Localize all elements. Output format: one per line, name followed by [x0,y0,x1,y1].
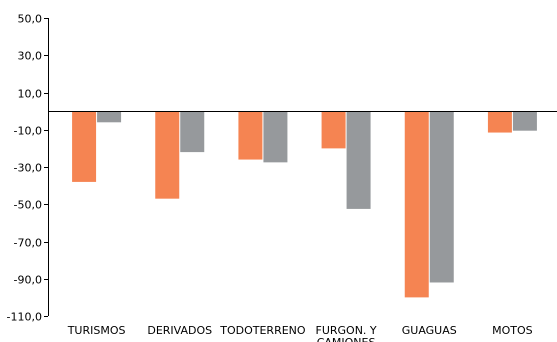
x-category-label: TURISMOS [67,324,126,337]
x-axis-labels: TURISMOS DERIVADOS TODOTERRENO FURGON. YCAM… [67,324,533,342]
bar-derivados-series-1 [155,111,180,199]
y-tick-label: 10,0 [18,88,43,101]
y-tick-label: 30,0 [18,50,43,63]
y-tick-label: -30,0 [14,162,42,175]
y-tick-label: -70,0 [14,237,42,250]
x-category-label: FURGON. YCAMIONES [316,324,377,342]
bar-turismos-series-2 [97,111,122,123]
bar-todoterreno-series-2 [263,111,288,163]
y-axis: 50,0 30,0 10,0 -10,0 -30,0 -50,0 -70,0 -90,0 -11… [7,13,49,324]
y-tick-label: -10,0 [14,125,42,138]
bar-derivados-series-2 [180,111,205,153]
y-tick-label: -50,0 [14,199,42,212]
x-category-label: TODOTERRENO [219,324,306,337]
x-category-label: GUAGUAS [402,324,457,337]
bar-motos-series-2 [512,111,537,131]
y-tick-label: -110,0 [7,311,42,324]
x-category-label: DERIVADOS [147,324,212,337]
bar-turismos-series-1 [72,111,97,182]
bar-guaguas-series-1 [404,111,429,298]
bar-motos-series-1 [487,111,512,133]
bar-furgon-y-camiones-series-2 [346,111,371,209]
bar-guaguas-series-2 [429,111,454,283]
bar-todoterreno-series-1 [238,111,263,160]
bar-furgon-y-camiones-series-1 [321,111,346,149]
x-category-label: MOTOS [492,324,533,337]
y-tick-label: -90,0 [14,274,42,287]
y-tick-label: 50,0 [18,13,43,26]
bars [72,111,537,298]
